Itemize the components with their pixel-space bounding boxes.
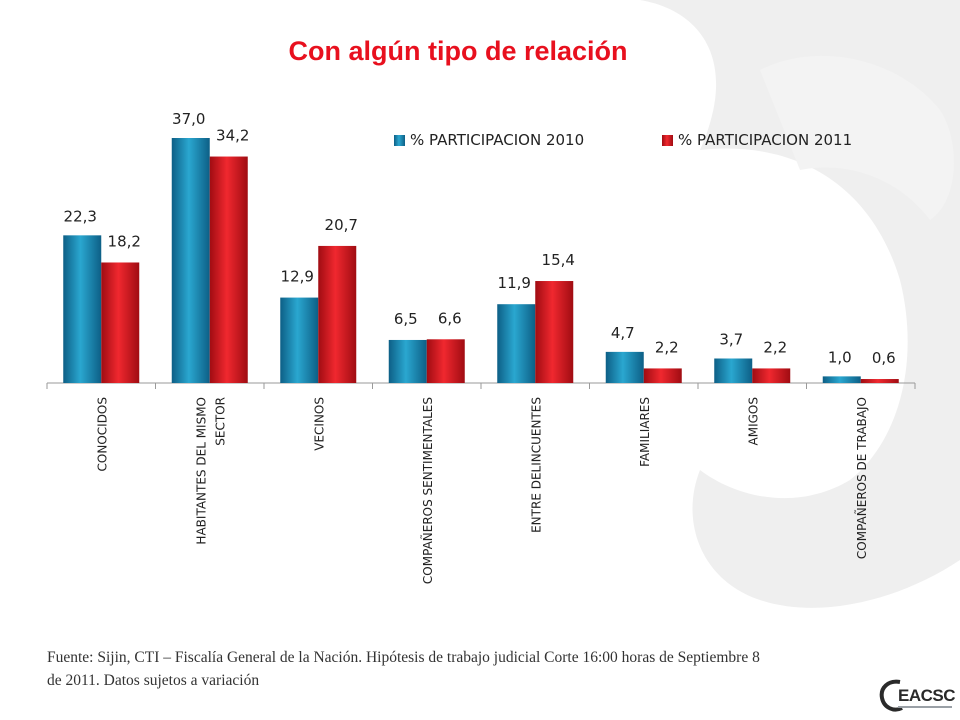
legend-swatch <box>394 135 405 146</box>
bar-2010 <box>171 138 210 383</box>
data-label: 0,6 <box>872 349 896 367</box>
bar-2011 <box>426 339 465 383</box>
bar-2011 <box>752 368 791 383</box>
logo-mark-icon <box>879 679 903 712</box>
chart-title: Con algún tipo de relación <box>288 36 628 66</box>
logo-underline <box>898 706 952 708</box>
category-label: COMPAÑEROS SENTIMENTALES <box>420 397 435 584</box>
legend-label: % PARTICIPACION 2011 <box>678 131 852 149</box>
logo-text: EACSC <box>898 686 956 705</box>
data-label: 22,3 <box>64 207 97 225</box>
data-label: 15,4 <box>542 251 575 269</box>
legend-swatch <box>662 135 673 146</box>
bar-2011 <box>535 281 574 383</box>
source-footnote: Fuente: Sijin, CTI – Fiscalía General de… <box>47 646 927 692</box>
bar-2010 <box>497 304 536 383</box>
footnote-line-1: Fuente: Sijin, CTI – Fiscalía General de… <box>47 649 760 666</box>
eacsc-logo: EACSC <box>878 676 956 716</box>
bar-2011 <box>643 368 682 383</box>
bar-2010 <box>605 351 644 383</box>
category-label: SECTOR <box>213 397 227 446</box>
data-label: 37,0 <box>172 110 205 128</box>
data-label: 2,2 <box>655 338 679 356</box>
data-label: 6,5 <box>394 310 418 328</box>
category-label: HABITANTES DEL MISMO <box>194 397 208 545</box>
bar-2011 <box>101 262 140 383</box>
data-label: 4,7 <box>611 324 635 342</box>
data-label: 20,7 <box>325 216 358 234</box>
data-label: 1,0 <box>828 348 852 366</box>
data-label: 18,2 <box>108 232 141 250</box>
bar-2010 <box>63 235 102 383</box>
category-label: COMPAÑEROS DE TRABAJO <box>854 397 869 559</box>
data-label: 3,7 <box>719 331 743 349</box>
bar-2011 <box>209 156 248 383</box>
bar-2010 <box>714 358 753 383</box>
bar-2011 <box>318 245 357 383</box>
data-label: 12,9 <box>281 268 314 286</box>
category-label: CONOCIDOS <box>95 397 109 471</box>
bar-2010 <box>388 339 427 383</box>
data-label: 2,2 <box>763 338 787 356</box>
bar-2010 <box>822 376 861 383</box>
footnote-line-2: de 2011. Datos sujetos a variación <box>47 672 260 689</box>
category-label: AMIGOS <box>746 397 760 445</box>
bar-2010 <box>280 297 319 383</box>
bar-2011 <box>860 379 899 383</box>
data-label: 6,6 <box>438 309 462 327</box>
category-label: VECINOS <box>312 397 326 451</box>
category-label: ENTRE DELINCUENTES <box>529 397 543 533</box>
category-label: FAMILIARES <box>638 397 652 467</box>
legend-label: % PARTICIPACION 2010 <box>410 131 584 149</box>
data-label: 34,2 <box>216 127 249 145</box>
data-label: 11,9 <box>498 274 531 292</box>
